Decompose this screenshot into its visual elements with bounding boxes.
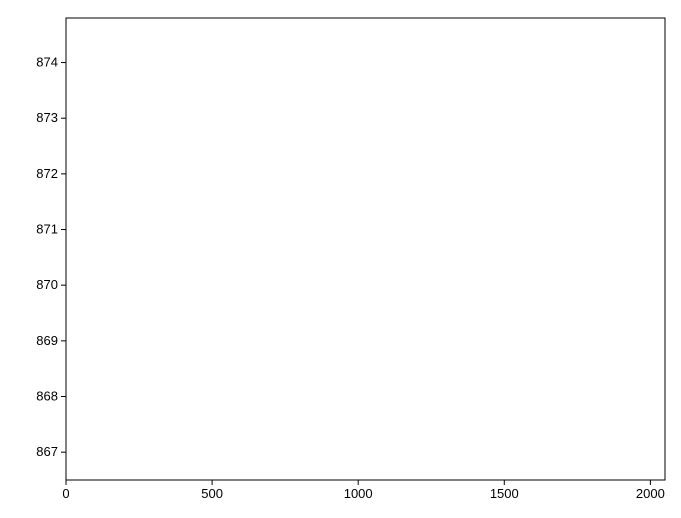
x-tick-label: 1500: [490, 486, 519, 501]
chart-container: 0 500 1000 1500 2000 867 868 869 870 871 872 873 874: [0, 0, 681, 518]
y-tick-label: 870: [36, 277, 58, 292]
y-tick-label: 872: [36, 166, 58, 181]
y-tick-label: 867: [36, 444, 58, 459]
y-tick-label: 873: [36, 110, 58, 125]
y-tick-label: 871: [36, 222, 58, 237]
y-tick-label: 874: [36, 55, 58, 70]
timeseries-chart: 0 500 1000 1500 2000 867 868 869 870 871 872 873 874: [0, 0, 681, 518]
x-tick-label: 1000: [344, 486, 373, 501]
y-tick-label: 869: [36, 333, 58, 348]
x-tick-label: 0: [62, 486, 69, 501]
x-tick-label: 500: [201, 486, 223, 501]
x-tick-label: 2000: [636, 486, 665, 501]
plot-frame: [66, 18, 665, 480]
y-tick-label: 868: [36, 389, 58, 404]
